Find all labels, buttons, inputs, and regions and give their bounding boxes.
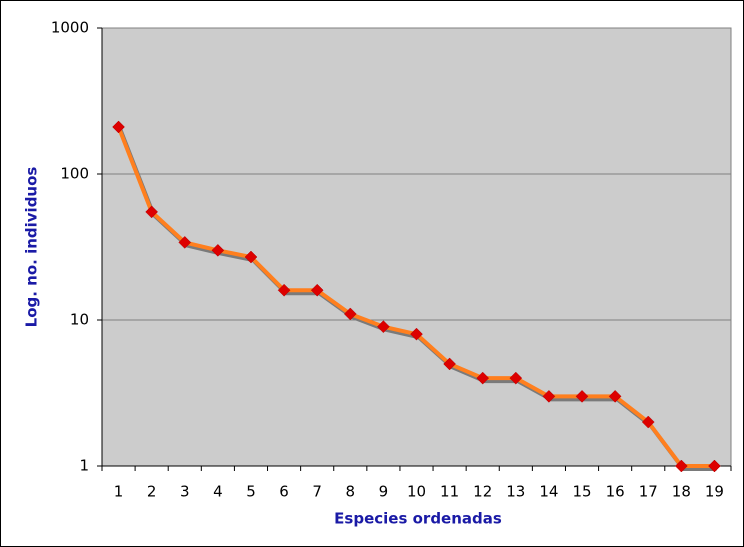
y-tick-label: 1000 (51, 19, 89, 37)
x-tick-label: 15 (572, 483, 591, 501)
x-axis-title: Especies ordenadas (334, 510, 502, 528)
x-tick-label: 16 (606, 483, 625, 501)
y-tick-label: 100 (60, 165, 89, 183)
x-tick-label: 17 (639, 483, 658, 501)
data-point (608, 389, 622, 403)
data-point (310, 283, 324, 297)
data-point (708, 459, 721, 473)
x-tick-label: 9 (379, 483, 389, 501)
x-tick-label: 1 (114, 483, 124, 501)
x-tick-label: 2 (147, 483, 157, 501)
data-point (542, 389, 556, 403)
data-point (211, 243, 225, 257)
x-tick-label: 14 (539, 483, 558, 501)
y-axis-title: Log. no. individuos (23, 167, 41, 328)
x-tick-label: 19 (705, 483, 724, 501)
x-tick-label: 6 (279, 483, 289, 501)
x-tick-label: 18 (672, 483, 691, 501)
data-point (244, 250, 258, 264)
data-point (509, 371, 523, 385)
data-point (476, 371, 490, 385)
data-point (178, 236, 192, 249)
data-point (145, 205, 159, 219)
x-tick-label: 5 (246, 483, 256, 501)
data-point (443, 357, 456, 371)
data-point (343, 307, 357, 321)
data-point (112, 120, 125, 134)
x-tick-label: 12 (473, 483, 492, 501)
data-point (674, 459, 688, 473)
data-point (641, 415, 655, 429)
y-tick-label: 10 (70, 311, 89, 329)
data-point (377, 320, 390, 334)
x-tick-label: 13 (506, 483, 525, 501)
x-tick-label: 3 (180, 483, 190, 501)
data-point (410, 327, 423, 341)
x-tick-label: 4 (213, 483, 223, 501)
data-point (277, 283, 291, 297)
x-tick-label: 8 (346, 483, 356, 501)
x-tick-label: 10 (407, 483, 426, 501)
y-tick-label: 1 (79, 457, 89, 475)
x-tick-label: 7 (312, 483, 322, 501)
x-tick-label: 11 (440, 483, 459, 501)
data-point (575, 389, 589, 403)
